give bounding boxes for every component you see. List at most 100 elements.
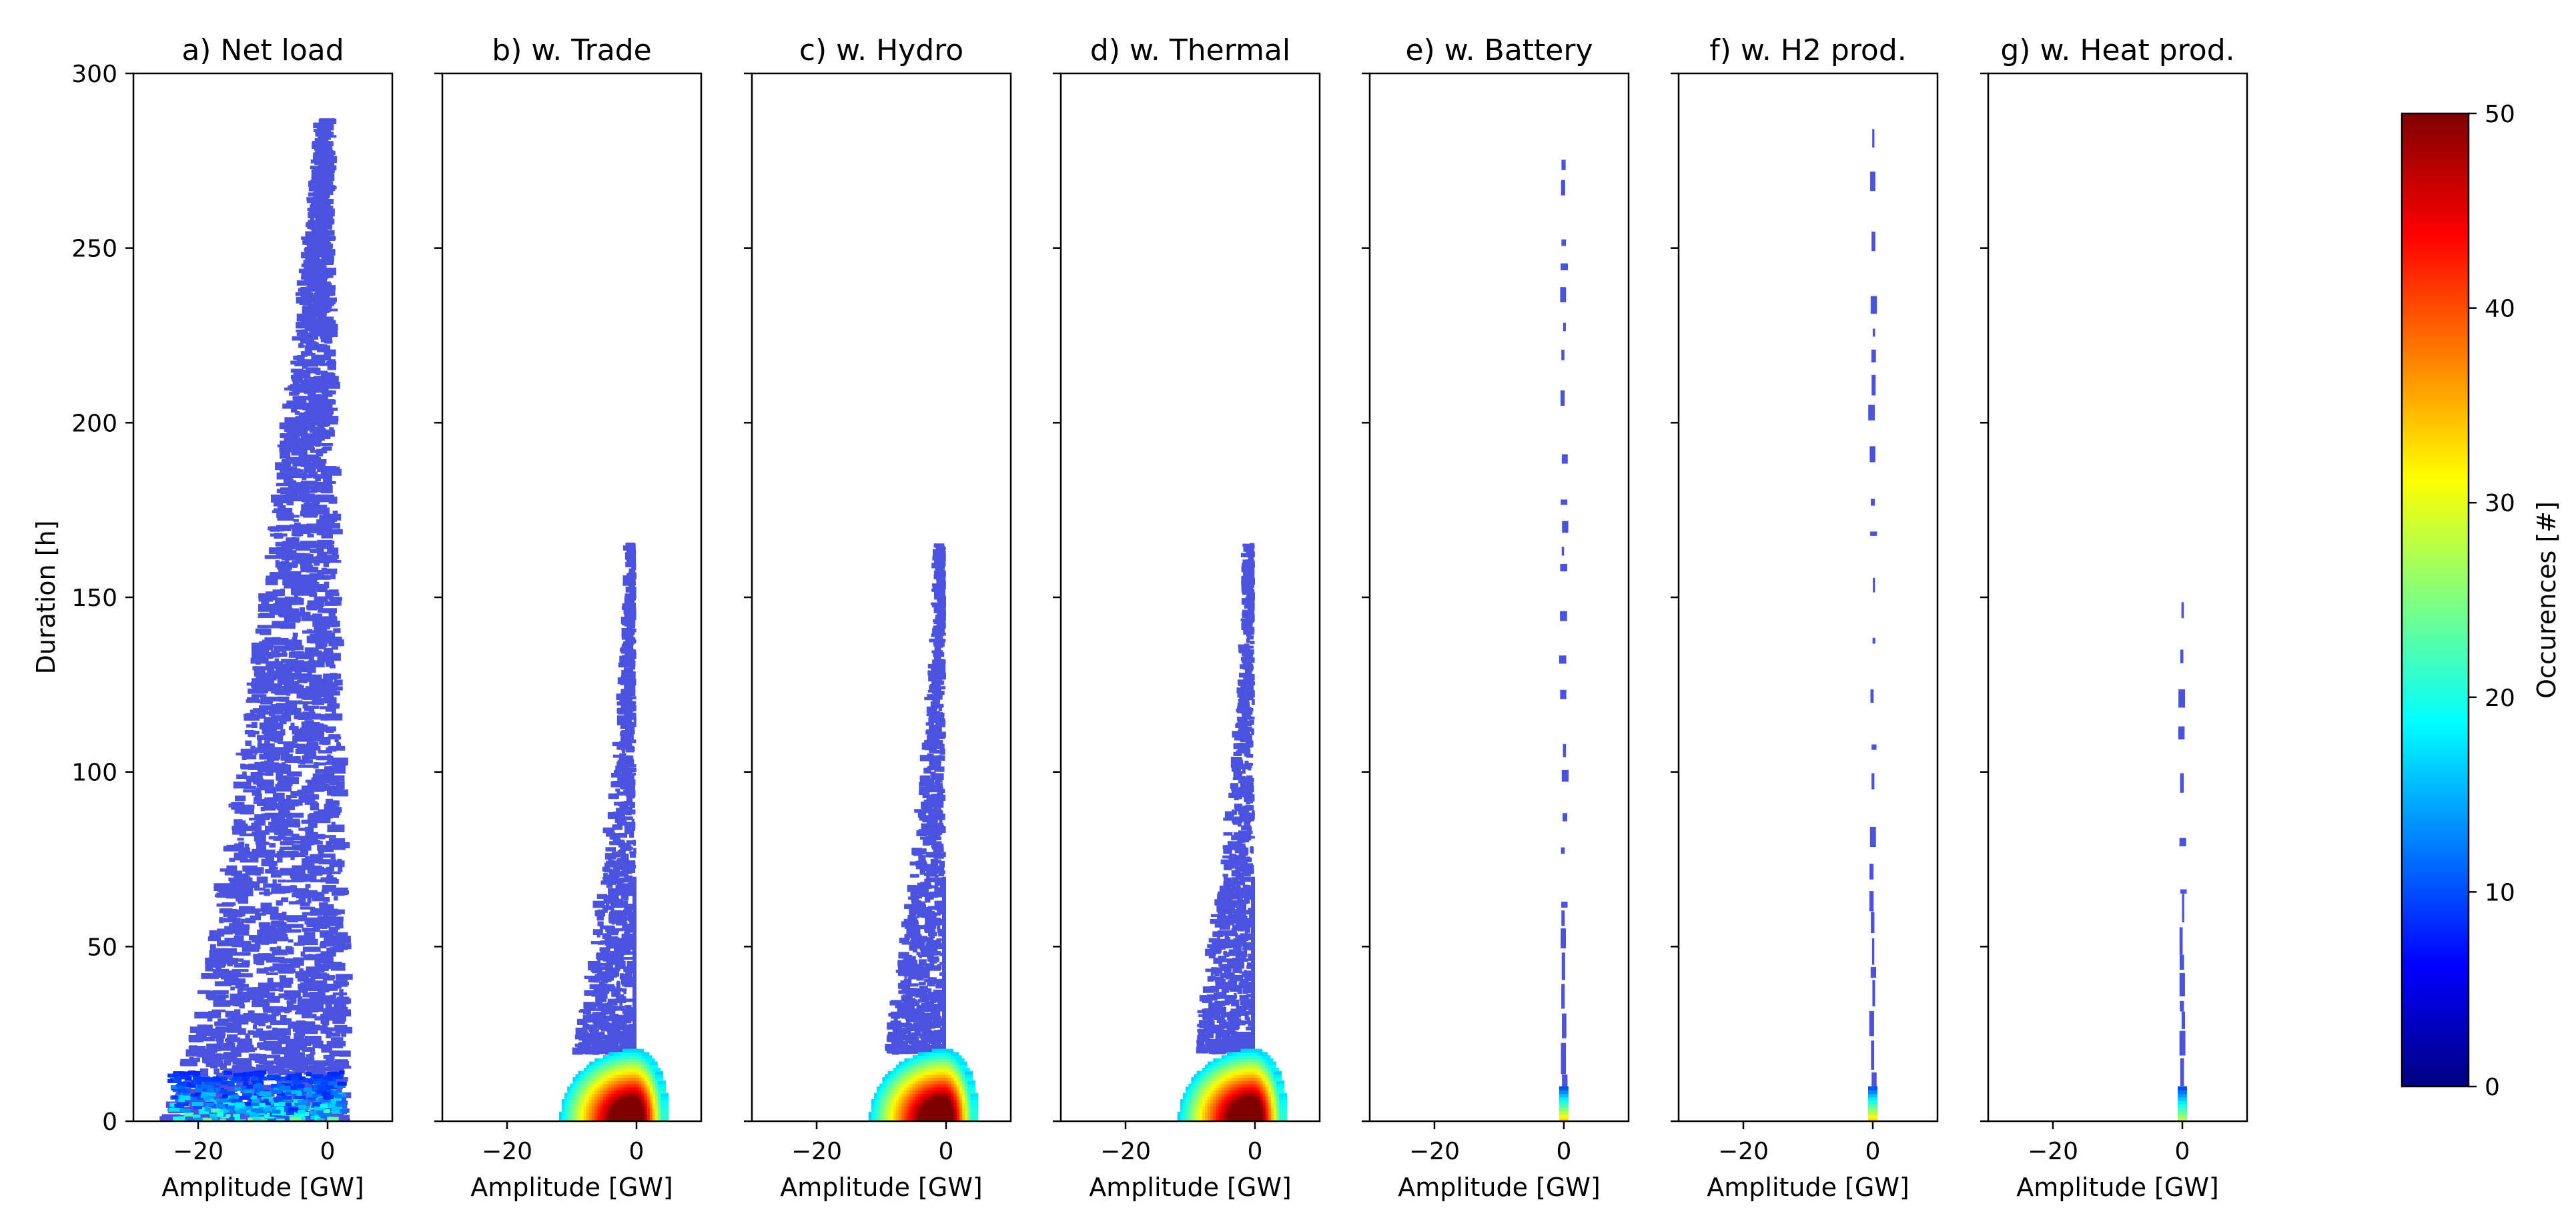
- heatmap-cell: [280, 622, 296, 629]
- heatmap-cell: [295, 652, 314, 659]
- heatmap-cell: [226, 1054, 234, 1062]
- heatmap-cell: [607, 964, 614, 970]
- heatmap-cell: [320, 541, 335, 545]
- heatmap-cell: [288, 915, 305, 920]
- heatmap-cell: [234, 878, 252, 885]
- heatmap-cell: [309, 656, 314, 662]
- heatmap-cell: [941, 611, 945, 615]
- heatmap-cell: [300, 511, 318, 517]
- heatmap-cell: [324, 1102, 336, 1107]
- heatmap-cell: [282, 912, 287, 920]
- heatmap-cell: [310, 1080, 316, 1085]
- heatmap-cell: [284, 1076, 292, 1081]
- heatmap-cell: [276, 1107, 284, 1112]
- heatmap-cell: [309, 674, 322, 681]
- heatmap-cell: [629, 802, 635, 808]
- heatmap-cell: [302, 702, 308, 709]
- heatmap-cell: [615, 1016, 624, 1022]
- heatmap-cell: [919, 867, 926, 875]
- heatmap-cell: [310, 1072, 324, 1077]
- heatmap-cell: [330, 1097, 342, 1101]
- heatmap-cell: [323, 647, 334, 653]
- heatmap-cell: [315, 769, 331, 774]
- heatmap-cell: [617, 710, 628, 715]
- heatmap-cell: [626, 712, 634, 716]
- heatmap-cell: [228, 877, 248, 882]
- heatmap-cell: [263, 1109, 272, 1114]
- heatmap-cell: [282, 770, 290, 775]
- heatmap-cell: [258, 922, 270, 928]
- heatmap-cell: [318, 750, 332, 754]
- heatmap-cell: [193, 1117, 203, 1121]
- heatmap-cell: [217, 1044, 236, 1051]
- heatmap-cell: [320, 1014, 338, 1021]
- heatmap-cell: [334, 1024, 348, 1030]
- heatmap-cell: [328, 597, 342, 601]
- heatmap-cell: [298, 996, 303, 1002]
- heatmap-cell: [274, 1115, 284, 1119]
- heatmap-cell: [304, 578, 317, 583]
- heatmap-cell: [652, 1067, 661, 1072]
- heatmap-cell: [624, 739, 636, 743]
- heatmap-cell: [254, 998, 268, 1002]
- heatmap-cell: [290, 812, 304, 818]
- heatmap-cell: [628, 572, 634, 579]
- heatmap-cell: [606, 831, 615, 837]
- heatmap-cell: [269, 1097, 280, 1102]
- heatmap-cell: [315, 217, 324, 224]
- heatmap-cell: [624, 683, 630, 691]
- heatmap-cell: [253, 1077, 260, 1081]
- heatmap-cell: [630, 587, 636, 593]
- heatmap-cell: [625, 1036, 636, 1040]
- heatmap-cell: [300, 544, 319, 549]
- heatmap-cell: [252, 1118, 262, 1121]
- heatmap-cell: [267, 722, 284, 727]
- heatmap-cell: [290, 368, 304, 373]
- heatmap-cell: [274, 658, 280, 663]
- heatmap-cell: [283, 467, 294, 471]
- heatmap-cell: [270, 533, 288, 537]
- heatmap-cell: [234, 1066, 254, 1074]
- heatmap-cell: [266, 972, 279, 975]
- heatmap-cell: [316, 584, 328, 588]
- heatmap-cell: [278, 814, 286, 821]
- heatmap-cell: [606, 1025, 616, 1032]
- heatmap-cell: [175, 1084, 186, 1089]
- heatmap-cell: [628, 631, 632, 638]
- heatmap-cell: [316, 755, 334, 761]
- heatmap-cell: [270, 704, 286, 711]
- heatmap-cell: [324, 349, 336, 357]
- heatmap-cell: [298, 376, 304, 384]
- heatmap-cell: [324, 693, 334, 701]
- heatmap-cell: [251, 721, 258, 729]
- heatmap-cell: [299, 607, 306, 613]
- heatmap-cell: [232, 1057, 238, 1065]
- heatmap-cell: [223, 1060, 229, 1066]
- heatmap-cell: [609, 1013, 618, 1017]
- heatmap-cell: [620, 915, 627, 919]
- heatmap-cell: [298, 288, 310, 292]
- heatmap-cell: [628, 689, 636, 697]
- heatmap-cell: [290, 408, 298, 413]
- heatmap-cell: [306, 198, 322, 204]
- heatmap-cell: [246, 778, 264, 783]
- heatmap-cell: [224, 978, 241, 986]
- heatmap-cell: [284, 990, 301, 998]
- heatmap-cell: [310, 379, 328, 386]
- heatmap-cell: [201, 973, 219, 979]
- heatmap-cell: [603, 947, 607, 952]
- heatmap-cell: [191, 1102, 203, 1107]
- heatmap-cell: [215, 1036, 224, 1042]
- heatmap-cell: [576, 1018, 588, 1025]
- heatmap-cell: [304, 978, 316, 985]
- heatmap-cell: [307, 898, 312, 904]
- heatmap-cell: [252, 1000, 269, 1008]
- heatmap-cell: [284, 707, 302, 715]
- heatmap-cell: [236, 752, 252, 755]
- heatmap-cell: [303, 1087, 312, 1092]
- heatmap-cell: [330, 968, 346, 971]
- heatmap-cell: [234, 928, 250, 936]
- heatmap-cell: [298, 331, 307, 336]
- heatmap-cell: [256, 1018, 264, 1022]
- heatmap-cell: [227, 1082, 235, 1087]
